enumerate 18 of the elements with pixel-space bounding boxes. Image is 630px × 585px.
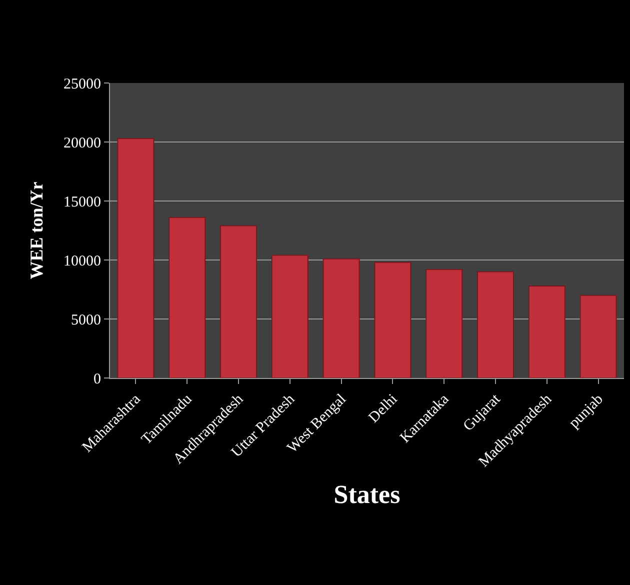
y-tick-label: 0	[94, 371, 101, 388]
y-axis-title: WEE ton/Yr	[26, 182, 47, 280]
y-tick-label: 5000	[71, 312, 101, 328]
bar	[528, 285, 566, 378]
bar	[374, 262, 412, 378]
bar	[580, 294, 617, 378]
bar	[117, 138, 154, 378]
y-tick-label: 10000	[64, 253, 101, 270]
bar	[220, 225, 257, 378]
y-tick-label: 20000	[64, 135, 101, 152]
y-tick-label: 15000	[64, 194, 101, 210]
bar	[426, 268, 463, 378]
bar	[271, 254, 308, 378]
bar	[477, 271, 514, 378]
bar	[322, 258, 360, 378]
bar	[168, 217, 206, 378]
x-axis-title: States	[334, 480, 400, 510]
y-tick-label: 25000	[64, 76, 101, 92]
